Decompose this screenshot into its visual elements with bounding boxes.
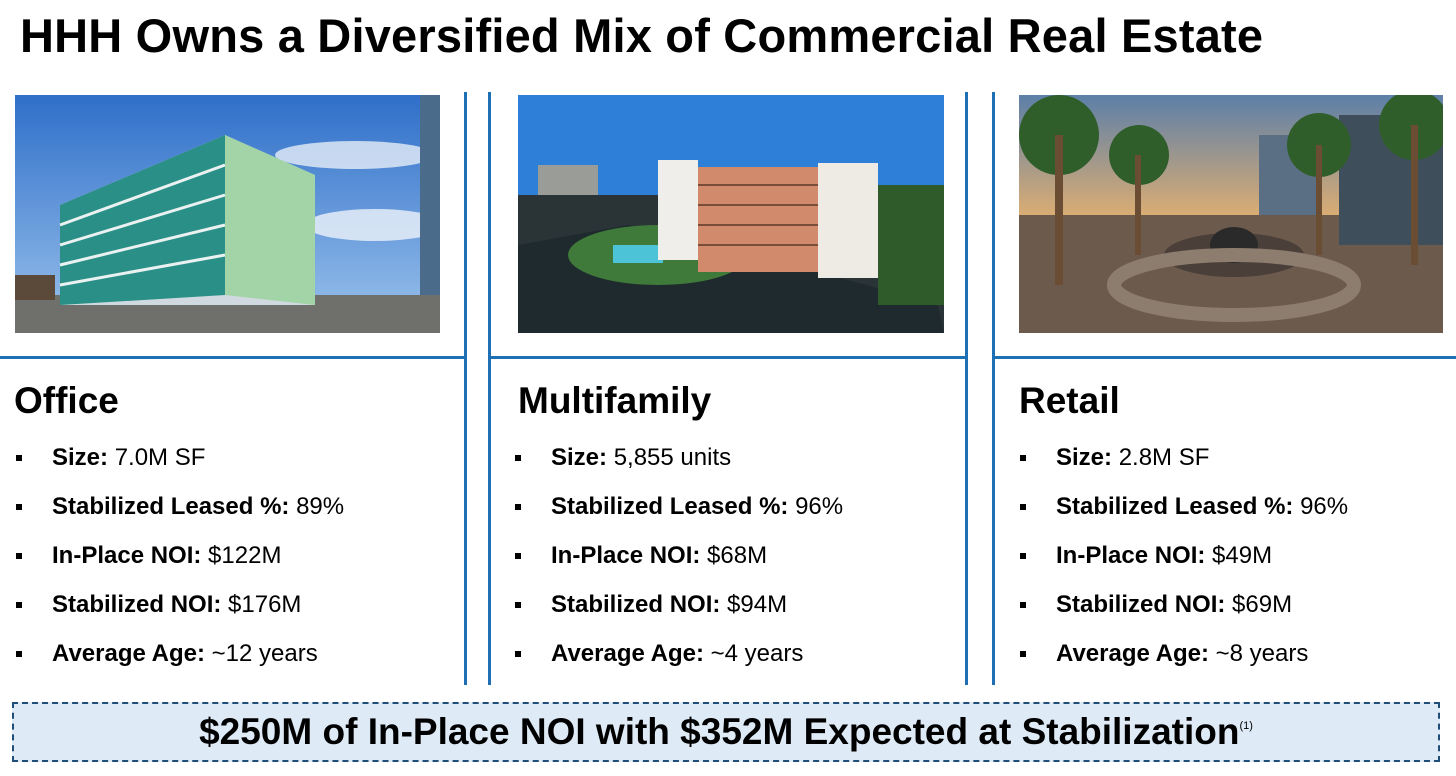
stat-value: 7.0M SF [114,444,206,471]
list-item: In-Place NOI: $68M [513,539,843,588]
category-heading-retail: Retail [1019,380,1120,421]
bullet-icon [1020,602,1026,608]
stat-value: ~12 years [211,640,318,667]
bullet-icon [515,553,521,559]
bullet-icon [1020,651,1026,657]
stat-label: Size: [551,444,608,471]
bullet-icon [515,455,521,461]
retail-plaza-photo [1019,95,1443,333]
stat-label: Stabilized NOI: [551,591,721,618]
bullet-icon [16,504,22,510]
bullet-icon [515,602,521,608]
office-building-photo [15,95,440,333]
stat-value: ~8 years [1215,640,1309,667]
list-item: In-Place NOI: $122M [14,539,344,588]
stat-label: Stabilized Leased %: [52,493,290,520]
list-item: Stabilized Leased %: 96% [513,490,843,539]
list-item: Stabilized NOI: $176M [14,588,344,637]
stat-value: $94M [727,591,788,618]
stat-label: Size: [52,444,109,471]
page-title: HHH Owns a Diversified Mix of Commercial… [20,9,1264,62]
list-item: Size: 2.8M SF [1018,441,1348,490]
bullet-icon [515,651,521,657]
stat-label: Average Age: [1056,640,1209,667]
bullet-icon [16,455,22,461]
column-divider [488,92,491,685]
category-heading-multifamily: Multifamily [518,380,712,421]
stat-value: $176M [228,591,302,618]
column-divider [464,92,467,685]
stat-value: 96% [795,493,844,520]
list-item: Size: 5,855 units [513,441,843,490]
bullet-icon [16,553,22,559]
list-item: Average Age: ~12 years [14,637,344,686]
list-item: Stabilized NOI: $94M [513,588,843,637]
bullet-icon [16,651,22,657]
bullet-icon [1020,553,1026,559]
stat-label: Size: [1056,444,1113,471]
list-item: Stabilized NOI: $69M [1018,588,1348,637]
bullet-icon [1020,455,1026,461]
stat-value: ~4 years [710,640,804,667]
list-item: Average Age: ~4 years [513,637,843,686]
bullet-icon [515,504,521,510]
stat-value: $122M [208,542,282,569]
stat-label: Stabilized Leased %: [1056,493,1294,520]
list-item: Stabilized Leased %: 96% [1018,490,1348,539]
stat-value: $68M [707,542,768,569]
stat-label: Stabilized NOI: [52,591,222,618]
stat-value: 2.8M SF [1118,444,1210,471]
stat-value: $49M [1212,542,1273,569]
stat-label: Stabilized Leased %: [551,493,789,520]
stat-value: 89% [296,493,345,520]
stat-label: In-Place NOI: [551,542,701,569]
stat-label: Average Age: [52,640,205,667]
stat-label: Stabilized NOI: [1056,591,1226,618]
bullet-icon [16,602,22,608]
section-divider [491,356,965,359]
section-divider [0,356,464,359]
column-divider [992,92,995,685]
multifamily-building-photo [518,95,944,333]
stat-label: In-Place NOI: [52,542,202,569]
bullet-icon [1020,504,1026,510]
stat-label: In-Place NOI: [1056,542,1206,569]
multifamily-stats-list: Size: 5,855 units Stabilized Leased %: 9… [513,441,843,686]
section-divider [995,356,1456,359]
banner-text: $250M of In-Place NOI with $352M Expecte… [199,711,1240,752]
list-item: Average Age: ~8 years [1018,637,1348,686]
list-item: In-Place NOI: $49M [1018,539,1348,588]
footnote-marker: (1) [1239,720,1253,732]
stat-value: 96% [1300,493,1349,520]
summary-banner: $250M of In-Place NOI with $352M Expecte… [12,702,1440,762]
office-stats-list: Size: 7.0M SF Stabilized Leased %: 89% I… [14,441,344,686]
category-heading-office: Office [14,380,119,421]
column-divider [965,92,968,685]
retail-stats-list: Size: 2.8M SF Stabilized Leased %: 96% I… [1018,441,1348,686]
stat-value: $69M [1232,591,1293,618]
stat-label: Average Age: [551,640,704,667]
list-item: Size: 7.0M SF [14,441,344,490]
list-item: Stabilized Leased %: 89% [14,490,344,539]
stat-value: 5,855 units [613,444,732,471]
